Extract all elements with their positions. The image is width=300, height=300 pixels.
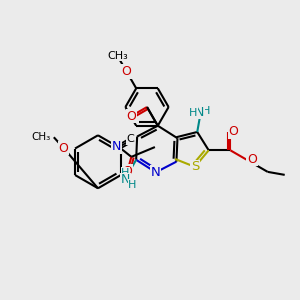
- Text: N: N: [112, 140, 121, 153]
- Text: N: N: [121, 173, 130, 186]
- Text: O: O: [247, 153, 257, 166]
- Text: H: H: [122, 168, 130, 178]
- Text: N: N: [195, 106, 204, 118]
- Text: S: S: [191, 160, 199, 173]
- Text: N: N: [151, 166, 161, 179]
- Text: C: C: [126, 134, 134, 144]
- Text: O: O: [228, 125, 238, 138]
- Text: H: H: [189, 108, 198, 118]
- Text: H: H: [202, 106, 210, 116]
- Text: O: O: [126, 110, 136, 123]
- Text: CH₃: CH₃: [107, 51, 128, 61]
- Text: CH₃: CH₃: [32, 132, 51, 142]
- Text: O: O: [59, 142, 69, 154]
- Text: O: O: [122, 65, 131, 78]
- Text: O: O: [122, 165, 132, 178]
- Text: H: H: [128, 180, 136, 190]
